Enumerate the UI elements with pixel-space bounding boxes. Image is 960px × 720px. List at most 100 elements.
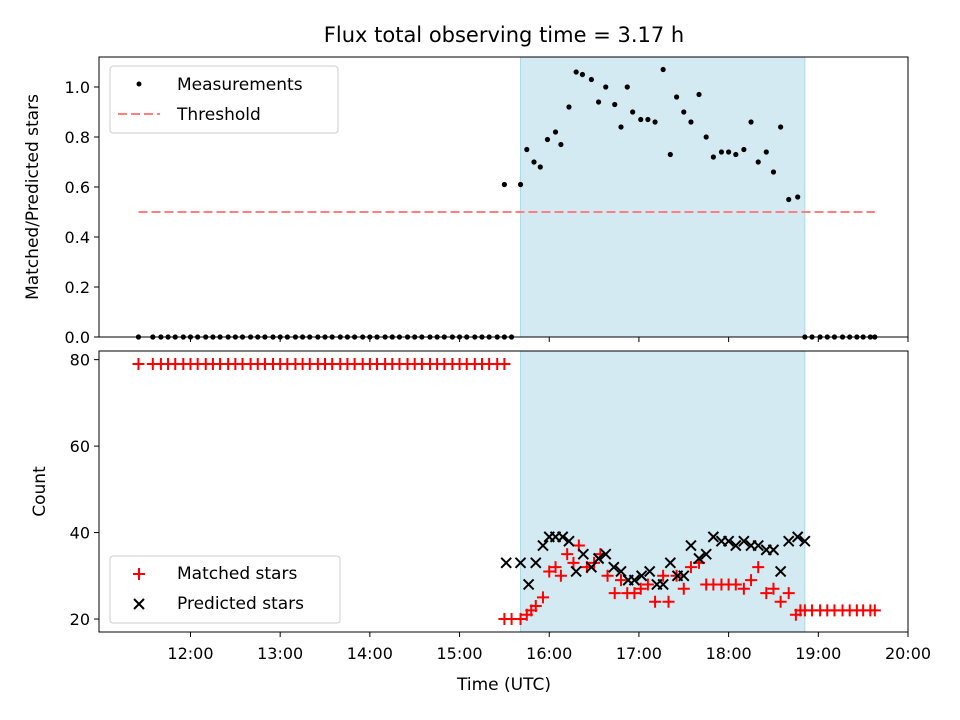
measurement-point — [763, 149, 769, 155]
top-y-tick-label: 0.0 — [65, 328, 90, 347]
predicted-star-marker — [592, 552, 605, 565]
predicted-star-marker — [693, 552, 705, 565]
predicted-star-marker — [700, 548, 712, 560]
measurement-point — [630, 109, 636, 115]
legend-predicted-marker — [133, 598, 145, 610]
legend-measurements-marker — [136, 81, 142, 87]
predicted-star-marker — [635, 570, 648, 582]
bottom-y-tick-label: 40 — [70, 524, 90, 543]
predicted-star-marker — [738, 535, 750, 547]
measurement-point — [595, 99, 602, 105]
bottom-axes-frame — [98, 350, 909, 633]
x-tick-label: 13:00 — [257, 644, 303, 663]
measurement-point — [652, 119, 658, 125]
matched-star-marker — [729, 578, 742, 591]
matched-star-marker — [529, 600, 542, 613]
measurement-point — [733, 151, 739, 158]
predicted-star-markers — [500, 531, 811, 591]
predicted-star-marker — [615, 565, 627, 578]
matched-star-marker — [514, 613, 527, 626]
matched-star-marker — [543, 565, 556, 578]
predicted-star-marker — [500, 557, 512, 569]
predicted-star-marker — [657, 578, 669, 591]
measurement-point — [696, 91, 702, 98]
top-y-tick-label: 0.8 — [65, 128, 90, 147]
legend-matched-marker — [133, 568, 145, 580]
predicted-star-marker — [707, 531, 720, 543]
measurement-point — [531, 159, 537, 165]
top-y-tick-label: 0.6 — [65, 178, 90, 197]
predicted-star-marker — [556, 531, 569, 543]
bottom-legend: Matched stars Predicted stars — [109, 555, 341, 624]
x-tick-label: 18:00 — [706, 644, 752, 663]
measurement-point — [770, 169, 777, 175]
bottom-y-ticks: 20 40 60 80 — [70, 351, 99, 629]
matched-star-marker — [608, 587, 621, 600]
measurement-point — [588, 76, 594, 83]
legend-threshold-label: Threshold — [176, 105, 261, 125]
bottom-y-tick-label: 20 — [70, 610, 90, 629]
measurement-point — [748, 119, 754, 125]
matched-star-marker — [628, 587, 641, 600]
measurement-point — [645, 116, 651, 123]
legend-measurements-label: Measurements — [177, 75, 303, 95]
legend-predicted-label: Predicted stars — [177, 594, 304, 614]
chart-title: Flux total observing time = 3.17 h — [324, 23, 684, 47]
measurement-point — [624, 84, 630, 90]
matched-star-marker — [737, 582, 750, 595]
measurement-point — [579, 71, 586, 78]
matched-star-marker — [634, 582, 647, 595]
top-observing-span — [520, 56, 806, 338]
predicted-star-marker — [577, 548, 590, 560]
matched-star-marker — [536, 591, 549, 604]
measurement-point — [710, 154, 716, 160]
measurement-point — [718, 149, 725, 155]
top-y-axis-label: Matched/Predicted stars — [23, 94, 43, 300]
bottom-y-tick-label: 80 — [70, 351, 90, 370]
measurement-point — [674, 94, 680, 100]
predicted-star-marker — [522, 578, 535, 591]
predicted-star-marker — [799, 535, 811, 547]
top-axes-frame — [98, 56, 909, 338]
measurement-point — [537, 164, 543, 170]
x-tick-label: 20:00 — [885, 644, 931, 663]
matched-star-marker — [745, 574, 758, 587]
measurement-point — [552, 129, 559, 135]
matched-star-marker — [132, 357, 145, 370]
top-y-tick-label: 0.4 — [65, 228, 90, 247]
x-tick-label: 12:00 — [167, 644, 213, 663]
bottom-legend-box — [109, 555, 341, 624]
matched-star-marker — [684, 561, 697, 574]
matched-star-marker — [601, 569, 614, 582]
measurement-point — [667, 151, 673, 158]
measurement-point — [726, 149, 732, 155]
measurement-point — [558, 141, 564, 148]
matched-star-marker — [752, 561, 765, 574]
predicted-star-marker — [685, 539, 697, 552]
predicted-star-marker — [730, 539, 742, 552]
predicted-star-marker — [774, 565, 787, 578]
x-tick-label: 15:00 — [436, 644, 482, 663]
top-panel: 0.0 0.2 0.4 0.6 0.8 1.0 Matched/Predicted sta… — [23, 56, 909, 347]
x-tick-label: 17:00 — [616, 644, 662, 663]
x-tick-label: 16:00 — [526, 644, 572, 663]
measurement-point — [703, 134, 709, 140]
matched-star-marker — [554, 569, 567, 582]
bottom-y-axis-label: Count — [30, 466, 50, 517]
measurement-point — [544, 136, 551, 143]
matched-star-marker — [614, 574, 627, 587]
predicted-star-marker — [643, 565, 656, 578]
predicted-star-marker — [608, 561, 620, 573]
predicted-star-marker — [783, 535, 795, 547]
bottom-observing-span — [520, 350, 806, 633]
predicted-star-marker — [600, 548, 612, 560]
matched-star-marker — [662, 595, 675, 608]
predicted-star-marker — [563, 535, 575, 547]
measurement-point — [795, 194, 801, 200]
matched-star-marker — [657, 569, 670, 582]
measurement-point — [688, 119, 694, 125]
matched-star-marker — [567, 556, 580, 569]
bottom-x-ticks: 12:00 13:00 14:00 15:00 16:00 17:00 18:00 19:00… — [167, 632, 931, 663]
matched-star-marker — [782, 587, 795, 600]
